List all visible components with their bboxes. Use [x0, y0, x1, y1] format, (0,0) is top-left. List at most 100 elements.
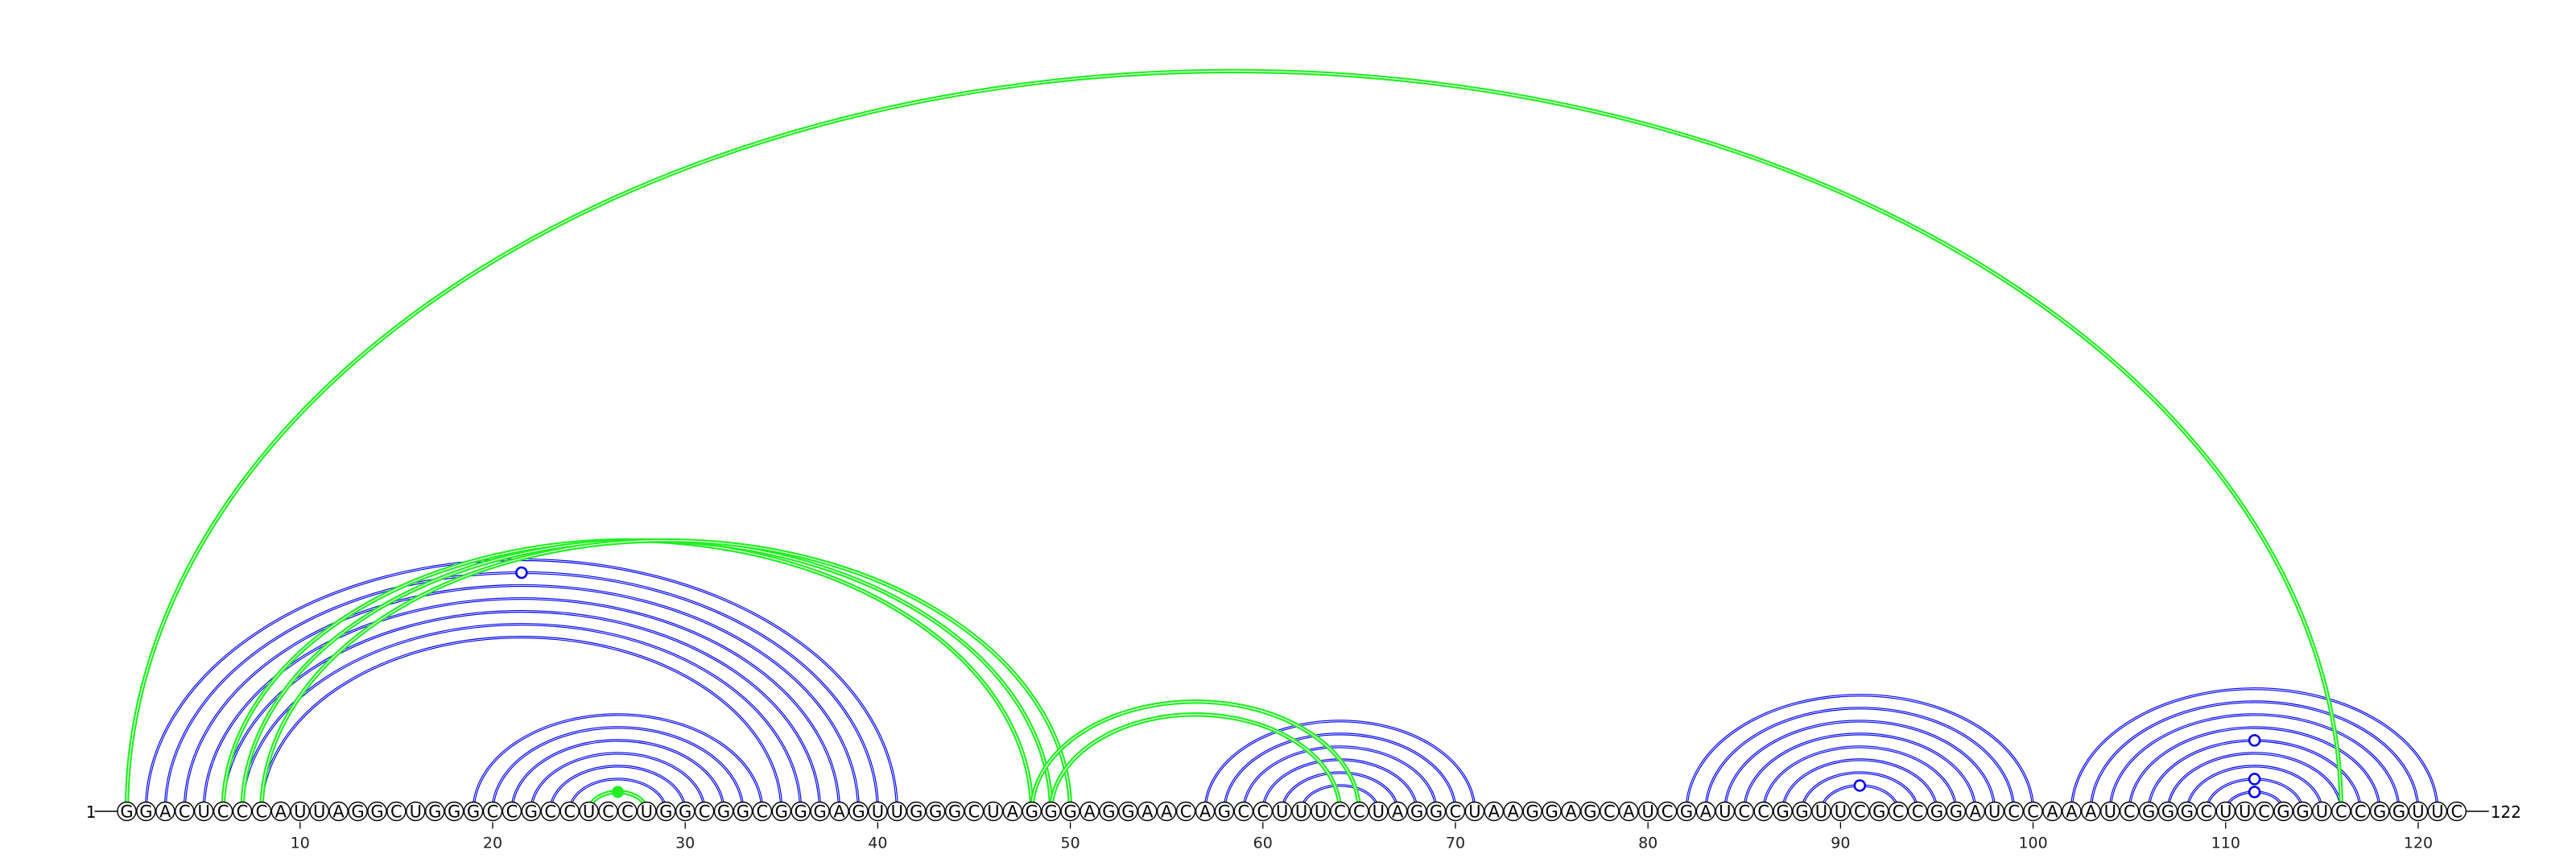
nucleotide-letter: U: [641, 802, 653, 822]
nucleotide-circle: [2119, 801, 2140, 822]
nucleotide-circle: [482, 801, 503, 822]
nucleotide-letter: C: [1854, 802, 1866, 822]
nucleotide-circle: [2388, 801, 2409, 822]
nucleotide-letter: U: [1315, 802, 1327, 822]
nucleotide-circle: [2081, 801, 2101, 822]
pseudoknot-arc: [259, 538, 1073, 812]
nucleotide-letter: U: [2316, 802, 2328, 822]
nucleotide-letter: U: [1835, 802, 1847, 822]
nucleotide-circle: [406, 801, 426, 822]
nucleotide-letter: C: [621, 802, 634, 822]
nucleotide-letter: A: [1508, 802, 1520, 822]
nucleotide-circle: [1561, 801, 1581, 822]
sequence-end-label: 122: [2491, 802, 2521, 822]
nucleotide-letter: U: [1373, 802, 1385, 822]
nucleotide-circle: [1022, 801, 1042, 822]
base-pair-arc-core: [1724, 720, 1996, 812]
nucleotide-letter: C: [2450, 802, 2462, 822]
nucleotide-letter: U: [1468, 802, 1480, 822]
pseudoknot-arc-core: [1051, 714, 1341, 812]
position-tick-label: 120: [2404, 835, 2433, 852]
noncanonical-pair-marker: [515, 566, 528, 580]
nucleotide-circle: [944, 801, 965, 822]
noncanonical-pair-marker: [2248, 773, 2261, 786]
nucleotide-letter: G: [659, 802, 672, 822]
nucleotide-letter: G: [717, 802, 730, 822]
nucleotide-circle: [2254, 801, 2274, 822]
position-tick-label: 30: [675, 835, 695, 852]
base-pair-arc-core: [2128, 727, 2380, 812]
nucleotide-circle: [906, 801, 927, 822]
nucleotide-circle: [2157, 801, 2178, 822]
nucleotide-circle: [1368, 801, 1389, 822]
nucleotide-circle: [2235, 801, 2255, 822]
nucleotide-letter: G: [1026, 802, 1038, 822]
nucleotide-circle: [1311, 801, 1331, 822]
base-pair-arc-core: [569, 778, 667, 812]
nucleotide-circle: [1850, 801, 1870, 822]
nucleotide-letter: C: [1238, 802, 1250, 822]
nucleotide-circle: [367, 801, 387, 822]
nucleotide-letter: C: [2201, 802, 2213, 822]
position-tick-label: 100: [2018, 835, 2047, 852]
nucleotide-letter: C: [390, 802, 402, 822]
nucleotide-letter: U: [2431, 802, 2443, 822]
nucleotide-circle: [1542, 801, 1562, 822]
nucleotide-letter: U: [313, 802, 325, 822]
nucleotide-circle: [309, 801, 329, 822]
nucleotide-letter: C: [237, 802, 249, 822]
nucleotide-circle: [425, 801, 445, 822]
nucleotide-circle: [1464, 801, 1485, 822]
nucleotide-letter: A: [1488, 802, 1501, 822]
nucleotide-circle: [2004, 801, 2024, 822]
nucleotide-letter: U: [2219, 802, 2231, 822]
nucleotide-letter: G: [1950, 802, 1963, 822]
nucleotide-circle: [1195, 801, 1216, 822]
nucleotide-letter: G: [1776, 802, 1789, 822]
nucleotide-circle: [868, 801, 888, 822]
nucleotide-letter: A: [1623, 802, 1635, 822]
base-pair-arc-core: [492, 727, 744, 812]
nucleotide-circle: [1156, 801, 1177, 822]
nucleotide-letter: G: [467, 802, 480, 822]
nucleotide-circle: [1253, 801, 1273, 822]
nucleotide-letter: A: [1141, 802, 1154, 822]
nucleotide-letter: G: [948, 802, 961, 822]
nucleotide-circle: [1869, 801, 1889, 822]
nucleotide-letter: C: [2124, 802, 2136, 822]
base-pair-arc: [510, 739, 725, 812]
pseudoknot-arc: [221, 538, 1034, 812]
nucleotide-letter: G: [2392, 802, 2405, 822]
nucleotide-circle: [1965, 801, 1986, 822]
nucleotide-letter: G: [2142, 802, 2155, 822]
nucleotide-letter: G: [2373, 802, 2386, 822]
nucleotide-letter: G: [1102, 802, 1115, 822]
base-pair-arc-core: [1782, 759, 1938, 812]
nucleotide-circle: [1002, 801, 1023, 822]
nucleotide-circle: [810, 801, 830, 822]
nucleotide-circle: [1214, 801, 1235, 822]
nucleotide-circle: [752, 801, 773, 822]
nucleotide-letter: A: [1970, 802, 1982, 822]
nucleotide-letter: G: [1583, 802, 1596, 822]
nucleotide-letter: A: [2066, 802, 2078, 822]
nucleotide-circle: [1445, 801, 1466, 822]
nucleotide-letter: C: [1604, 802, 1616, 822]
nucleotide-circle: [733, 801, 753, 822]
nucleotide-circle: [213, 801, 233, 822]
nucleotide-letter: U: [872, 802, 884, 822]
nucleotide-circle: [1291, 801, 1311, 822]
position-tick-label: 20: [483, 835, 502, 852]
nucleotide-letter: G: [1680, 802, 1693, 822]
base-pair-arc-core: [1705, 707, 2015, 812]
nucleotide-letter: G: [2277, 802, 2289, 822]
nucleotide-letter: A: [275, 802, 287, 822]
nucleotide-circle: [2042, 801, 2062, 822]
nucleotide-circle: [1619, 801, 1639, 822]
nucleotide-circle: [521, 801, 542, 822]
base-pair-arc-core: [164, 572, 878, 812]
nucleotide-letter: C: [1662, 802, 1674, 822]
base-pair-arc-core: [1301, 785, 1379, 812]
position-tick-label: 80: [1638, 835, 1657, 852]
